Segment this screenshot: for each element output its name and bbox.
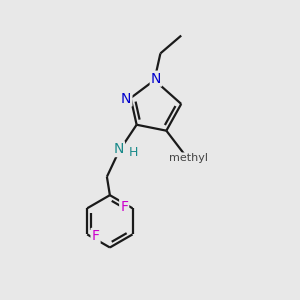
Text: N: N (121, 92, 131, 106)
Text: methyl: methyl (169, 153, 208, 163)
Text: N: N (114, 142, 124, 156)
Text: N: N (151, 72, 161, 86)
Text: H: H (128, 146, 138, 160)
Text: F: F (120, 200, 128, 214)
Text: F: F (92, 229, 100, 243)
